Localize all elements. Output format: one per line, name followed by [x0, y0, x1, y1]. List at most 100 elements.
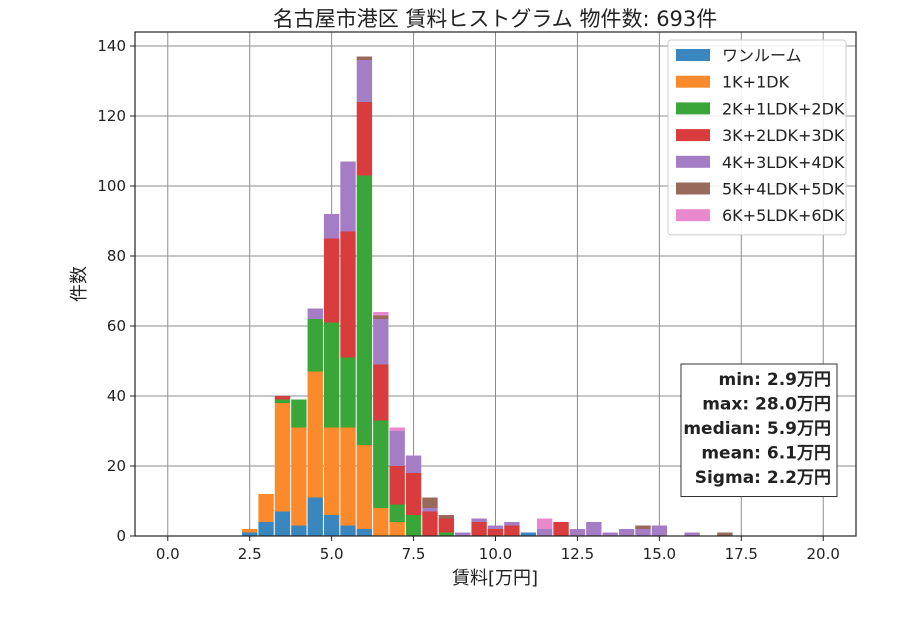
histogram-bar [422, 508, 438, 512]
histogram-bar [389, 504, 405, 522]
legend-swatch [676, 209, 710, 222]
legend-swatch [676, 75, 710, 88]
histogram-bar [373, 312, 389, 316]
histogram-bar [405, 455, 422, 473]
histogram-bar [340, 525, 356, 536]
histogram-bar [553, 522, 569, 536]
histogram-bar [536, 529, 553, 536]
histogram-bar [340, 161, 356, 232]
x-tick-label: 7.5 [402, 545, 426, 563]
histogram-bar [504, 525, 520, 536]
histogram-bar [373, 420, 389, 508]
y-tick-label: 40 [107, 387, 126, 405]
stats-box: min: 2.9万円 max: 28.0万円 median: 5.9万円 mean: … [680, 363, 838, 497]
legend-label: 1K+1DK [722, 73, 790, 92]
histogram-bar [291, 399, 307, 428]
histogram-bar [373, 508, 389, 536]
histogram-bar [274, 396, 291, 400]
legend: ワンルーム 1K+1DK 2K+1LDK+2DK 3K+2LDK+3DK 4K+3LDK… [667, 39, 847, 236]
legend-swatch [676, 129, 710, 142]
legend-swatch [676, 49, 710, 61]
legend-box [667, 39, 847, 236]
histogram-bar [356, 175, 373, 445]
x-tick-label: 0.0 [156, 545, 180, 563]
x-axis-ticks: 0.0 2.5 5.0 7.5 10.0 12.5 15.0 17.5 20.0 [156, 536, 840, 563]
x-tick-label: 12.5 [561, 545, 594, 563]
histogram-bar [389, 431, 405, 466]
stats-line: max: 28.0万円 [702, 395, 831, 415]
histogram-bar [356, 445, 373, 529]
histogram-bar [504, 522, 520, 526]
histogram-bar [569, 529, 586, 536]
histogram-bar [323, 515, 340, 536]
histogram-bar [258, 494, 274, 522]
x-axis-label: 賃料[万円] [452, 568, 538, 589]
histogram-bar [635, 525, 651, 529]
chart-title: 名古屋市港区 賃料ヒストグラム 物件数: 693件 [273, 7, 718, 31]
histogram-bar [307, 308, 323, 319]
histogram-bar [635, 529, 651, 536]
legend-label: 2K+1LDK+2DK [722, 99, 845, 118]
x-tick-label: 17.5 [725, 545, 758, 563]
legend-swatch [676, 102, 710, 115]
histogram-bar [356, 102, 373, 176]
legend-label: 4K+3LDK+4DK [722, 153, 845, 172]
y-axis-label: 件数 [69, 266, 90, 302]
stats-line: mean: 6.1万円 [701, 444, 831, 464]
histogram-bar [356, 56, 373, 60]
histogram-bar [340, 427, 356, 526]
histogram-bar [373, 319, 389, 365]
y-axis-ticks: 0 20 40 60 80 100 120 140 [97, 37, 135, 545]
histogram-bar [586, 522, 602, 536]
stats-line: Sigma: 2.2万円 [695, 468, 831, 488]
histogram-bar [323, 214, 340, 239]
histogram-bar [242, 532, 258, 536]
histogram-bar [389, 466, 405, 505]
histogram-bar [291, 525, 307, 536]
x-tick-label: 20.0 [807, 545, 840, 563]
histogram-bar [487, 525, 504, 529]
histogram-bar [274, 511, 291, 536]
histogram-bar [684, 532, 700, 536]
x-tick-label: 5.0 [320, 545, 344, 563]
histogram-bar [618, 529, 635, 536]
x-tick-label: 2.5 [238, 545, 262, 563]
histogram-bar [405, 515, 422, 536]
stats-line: median: 5.9万円 [683, 419, 831, 439]
legend-swatch [676, 155, 710, 168]
histogram-bar [323, 322, 340, 428]
histogram-bar [520, 532, 536, 536]
histogram-bar [438, 532, 455, 536]
histogram-bar [471, 522, 487, 536]
histogram-bar [602, 532, 618, 536]
histogram-bar [389, 522, 405, 536]
histogram-bar [536, 518, 553, 529]
y-tick-label: 100 [97, 177, 126, 195]
y-tick-label: 120 [97, 107, 126, 125]
histogram-bars [242, 56, 733, 536]
histogram-bar [422, 511, 438, 536]
legend-label: 6K+5LDK+6DK [722, 206, 845, 225]
stats-line: min: 2.9万円 [719, 370, 831, 390]
histogram-bar [307, 371, 323, 498]
histogram-bar [373, 364, 389, 421]
histogram-bar [438, 518, 455, 533]
histogram-bar [651, 525, 668, 536]
histogram-bar [340, 357, 356, 428]
histogram-bar [258, 522, 274, 536]
y-tick-label: 140 [97, 37, 126, 55]
histogram-bar [389, 427, 405, 431]
stats-frame [680, 363, 838, 497]
legend-label: 5K+4LDK+5DK [722, 180, 845, 199]
histogram-bar [356, 529, 373, 536]
histogram-bar [405, 473, 422, 515]
histogram-bar [356, 60, 373, 102]
histogram-bar [340, 231, 356, 358]
y-tick-label: 60 [107, 317, 126, 335]
histogram-bar [455, 532, 471, 536]
legend-label: ワンルーム [722, 46, 802, 65]
histogram-bar [487, 529, 504, 536]
histogram-bar [274, 399, 291, 403]
histogram-bar [471, 518, 487, 522]
